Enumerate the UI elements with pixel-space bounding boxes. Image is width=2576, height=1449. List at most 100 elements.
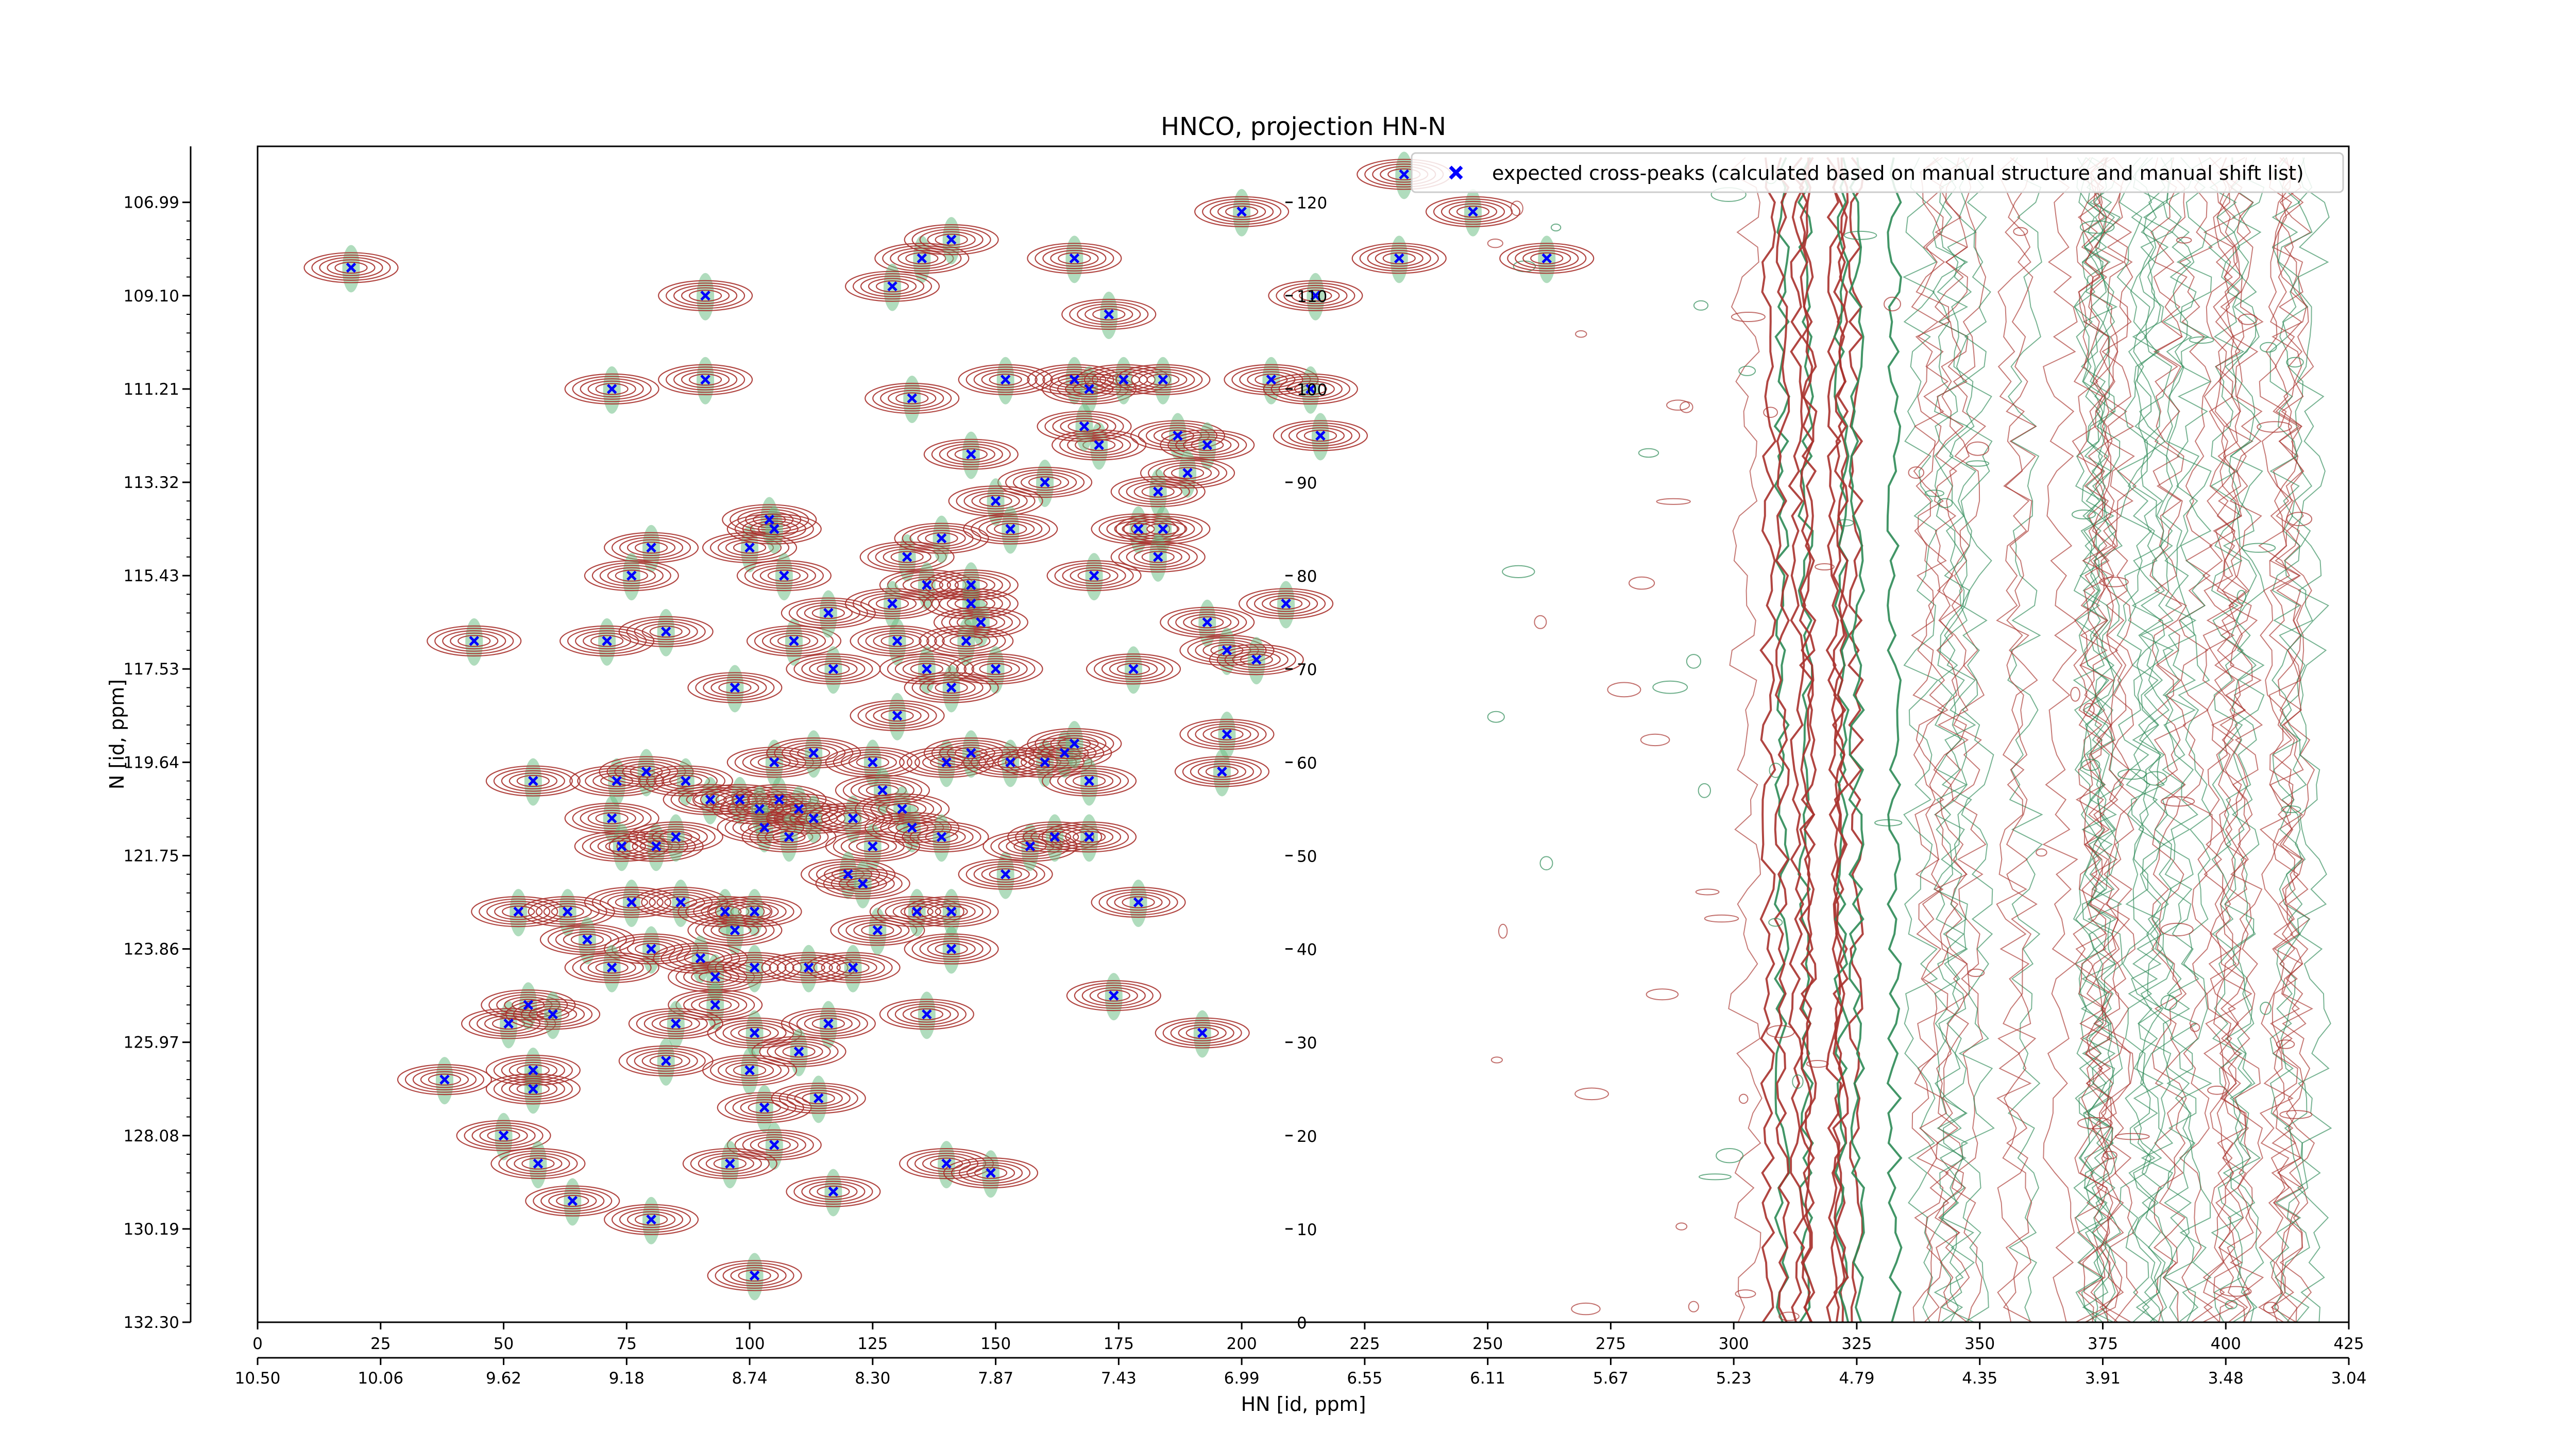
expected-crosspeak-marker <box>1222 645 1232 655</box>
noise-contour <box>1951 157 1987 1322</box>
noise-blob <box>2242 543 2276 553</box>
y-ppm-tick-label: 128.08 <box>124 1127 179 1145</box>
expected-crosspeak-marker <box>946 906 957 917</box>
noise-blob <box>1640 733 1670 747</box>
noise-blob <box>1766 1025 1795 1038</box>
expected-crosspeak-marker <box>897 804 907 814</box>
expected-crosspeak-marker <box>966 580 976 590</box>
noise-blob <box>2083 703 2095 717</box>
expected-crosspeak-marker <box>769 524 779 534</box>
noise-blob <box>1738 1093 1749 1104</box>
noise-blob <box>2257 421 2292 433</box>
y-index-tick-label: 110 <box>1297 288 1327 306</box>
noise-blob <box>1550 223 1562 232</box>
y-index-tick-label: 60 <box>1297 754 1317 772</box>
noise-contour <box>1886 157 1903 1322</box>
expected-crosspeak-marker <box>907 393 917 403</box>
x-axis-index: 0 25 50 75 100 125 150 175 200 225 250 275 300 325 350… <box>252 1322 2364 1353</box>
noise-contour <box>2223 157 2257 1322</box>
x-ppm-tick-label: 3.04 <box>2331 1369 2366 1388</box>
x-index-tick-label: 50 <box>494 1335 514 1353</box>
expected-crosspeak-marker <box>548 1009 558 1020</box>
expected-crosspeak-marker <box>567 1195 578 1206</box>
noise-blob <box>2071 509 2096 520</box>
x-axis-label: HN [id, ppm] <box>1241 1393 1366 1416</box>
noise-contour <box>2211 157 2247 1322</box>
expected-crosspeak-marker <box>764 514 775 525</box>
peak-contour <box>919 618 1014 666</box>
expected-crosspeak-marker <box>941 1158 952 1169</box>
noise-blob <box>1763 407 1778 418</box>
expected-crosspeak-marker <box>528 1065 538 1075</box>
noise-contour <box>1913 157 1950 1322</box>
noise-blob <box>1656 498 1691 505</box>
noise-blob <box>1735 1289 1756 1299</box>
expected-crosspeak-marker <box>823 608 834 618</box>
noise-blob <box>2286 357 2304 368</box>
noise-contour <box>2202 157 2235 1322</box>
expected-crosspeak-marker <box>774 795 785 805</box>
x-ppm-tick-label: 5.23 <box>1716 1369 1752 1388</box>
peak-contour <box>904 889 999 937</box>
expected-crosspeak-marker <box>1281 598 1291 609</box>
y-ppm-tick-label: 109.10 <box>124 287 179 306</box>
x-ppm-tick-label: 6.11 <box>1470 1369 1505 1388</box>
expected-crosspeak-marker <box>1133 524 1144 534</box>
noise-blob <box>2281 805 2301 813</box>
noise-contour <box>2214 157 2249 1322</box>
noise-blob <box>1884 296 1901 312</box>
x-index-tick-label: 100 <box>734 1335 765 1353</box>
noise-blob <box>1698 1173 1732 1181</box>
noise-blob <box>2160 995 2177 1010</box>
expected-crosspeak-marker <box>671 832 681 842</box>
expected-crosspeak-marker <box>1315 430 1326 441</box>
peak-contours <box>303 151 1595 1301</box>
noise-blob <box>2260 342 2277 353</box>
x-index-tick-label: 225 <box>1349 1335 1380 1353</box>
expected-crosspeak-marker <box>828 664 839 674</box>
noise-blob <box>1688 1301 1699 1312</box>
expected-crosspeak-marker <box>922 1009 932 1020</box>
expected-crosspeak-marker <box>1197 1027 1208 1038</box>
expected-crosspeak-marker <box>675 897 686 907</box>
x-index-tick-label: 175 <box>1104 1335 1134 1353</box>
noise-contour <box>1958 157 1995 1322</box>
x-index-tick-label: 150 <box>980 1335 1011 1353</box>
y-index-tick-label: 40 <box>1297 941 1317 959</box>
noise-blob <box>1965 460 1990 467</box>
expected-crosspeak-marker <box>907 822 917 833</box>
noise-blob <box>1629 576 1655 590</box>
expected-crosspeak-marker <box>966 449 976 460</box>
expected-crosspeak-marker <box>1000 375 1011 385</box>
expected-crosspeak-marker <box>749 906 760 917</box>
expected-crosspeak-marker <box>784 832 794 842</box>
expected-crosspeak-marker <box>749 1270 760 1281</box>
expected-crosspeak-marker <box>606 384 617 394</box>
x-ppm-tick-label: 3.91 <box>2085 1369 2121 1388</box>
expected-crosspeak-marker <box>562 906 573 917</box>
expected-crosspeak-marker <box>754 804 765 814</box>
noise-contour <box>2138 157 2174 1322</box>
expected-crosspeak-marker <box>813 1093 824 1104</box>
noise-blob <box>1778 1311 1800 1321</box>
expected-crosspeak-marker <box>1182 468 1193 478</box>
expected-crosspeak-marker <box>1394 253 1404 264</box>
expected-crosspeak-marker <box>868 757 878 768</box>
peak-contour <box>958 357 1053 405</box>
x-ppm-tick-label: 4.35 <box>1962 1369 1997 1388</box>
noise-contour <box>1727 157 1762 1322</box>
noise-blob <box>2081 759 2100 771</box>
x-index-tick-label: 250 <box>1472 1335 1503 1353</box>
expected-crosspeak-marker <box>646 943 656 954</box>
noise-blob <box>1607 682 1641 698</box>
noise-blob <box>2207 1085 2227 1095</box>
noise-blob <box>2077 1117 2113 1130</box>
expected-crosspeak-marker <box>725 1158 735 1169</box>
noise-blob <box>1666 399 1690 411</box>
expected-crosspeak-marker <box>660 627 671 637</box>
expected-crosspeak-marker <box>1153 552 1163 562</box>
noise-blob <box>1646 988 1679 1001</box>
noise-contour <box>2228 157 2264 1322</box>
noise-contour <box>1933 157 1969 1322</box>
